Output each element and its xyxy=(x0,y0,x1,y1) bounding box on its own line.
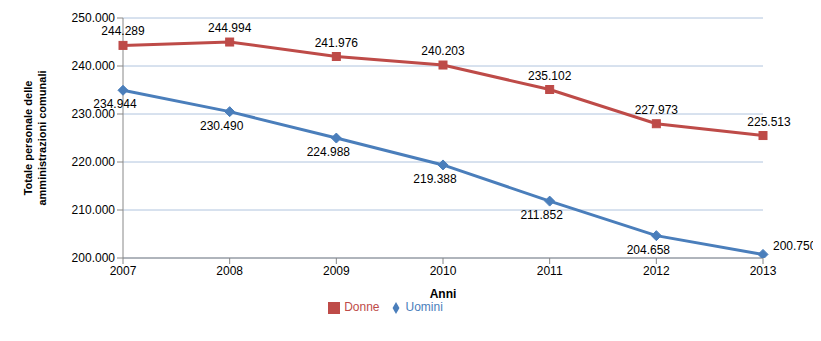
svg-text:220.000: 220.000 xyxy=(72,155,116,169)
svg-text:244.994: 244.994 xyxy=(208,21,252,35)
svg-text:230.490: 230.490 xyxy=(200,119,244,133)
svg-text:Anni: Anni xyxy=(430,287,457,301)
svg-text:Totale personale delleamminist: Totale personale delleamministrazioni co… xyxy=(22,70,48,205)
html-text:Uomini: Uomini xyxy=(405,300,443,314)
svg-text:250.000: 250.000 xyxy=(72,11,116,25)
svg-text:2010: 2010 xyxy=(430,264,457,278)
svg-text:2009: 2009 xyxy=(323,264,350,278)
svg-text:244.289: 244.289 xyxy=(101,24,145,38)
svg-text:230.000: 230.000 xyxy=(71,107,115,122)
svg-text:234.944: 234.944 xyxy=(93,97,137,111)
svg-text:204.658: 204.658 xyxy=(627,243,671,257)
svg-text:2012: 2012 xyxy=(643,264,670,278)
svg-text:2013: 2013 xyxy=(750,264,777,278)
html-text:Donne: Donne xyxy=(344,300,380,314)
svg-text:219.388: 219.388 xyxy=(413,172,457,186)
svg-text:240.203: 240.203 xyxy=(421,44,465,58)
svg-text:2007: 2007 xyxy=(110,264,137,278)
svg-text:2008: 2008 xyxy=(216,264,243,278)
svg-text:225.513: 225.513 xyxy=(747,115,791,129)
svg-text:224.988: 224.988 xyxy=(307,145,351,159)
svg-text:200.000: 200.000 xyxy=(72,251,116,265)
svg-text:210.000: 210.000 xyxy=(72,203,116,217)
svg-text:2011: 2011 xyxy=(537,264,563,278)
svg-text:227.973: 227.973 xyxy=(635,103,679,117)
svg-text:240.000: 240.000 xyxy=(72,59,116,73)
svg-text:241.976: 241.976 xyxy=(315,36,359,50)
svg-text:211.852: 211.852 xyxy=(520,208,563,222)
svg-text:235.102: 235.102 xyxy=(528,69,572,83)
svg-text:200.750: 200.750 xyxy=(773,239,813,253)
